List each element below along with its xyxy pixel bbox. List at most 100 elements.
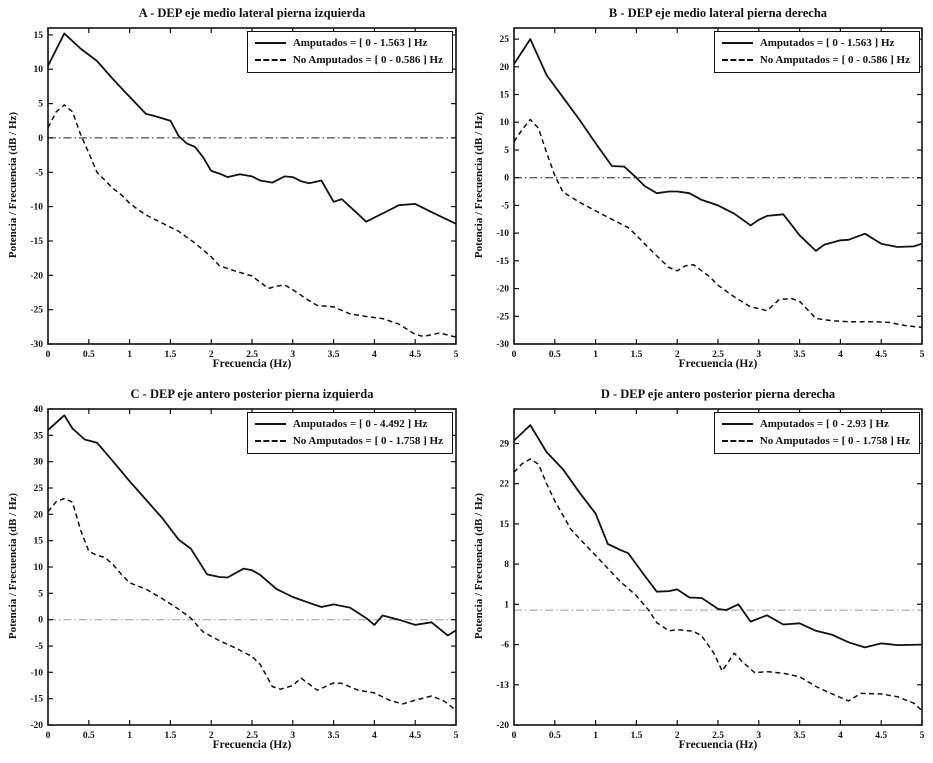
plot-area-b: 0 0.5 1 1.5 2 2.5 3 3.5 4 4.5 5 25 20 15 10 5 0 -5 -10 -15 -… bbox=[496, 27, 925, 360]
y-tick-label: 20 bbox=[34, 510, 44, 520]
x-tick-label: 0 bbox=[46, 350, 51, 360]
chart-title-b: B - DEP eje medio lateral pierna derecha bbox=[608, 6, 828, 20]
chart-title-a: A - DEP eje medio lateral pierna izquier… bbox=[138, 6, 366, 20]
series-line-no-amputados bbox=[513, 118, 923, 329]
series-line-amputados bbox=[47, 32, 457, 225]
x-tick-label: 2.5 bbox=[712, 731, 724, 741]
solid-line-swatch bbox=[721, 423, 753, 425]
legend-label: Amputados = [ 0 - 2.93 ] Hz bbox=[759, 418, 889, 430]
x-tick-label: 2.5 bbox=[246, 350, 258, 360]
x-tick-label: 0.5 bbox=[83, 350, 95, 360]
series-line-no-amputados bbox=[47, 104, 457, 338]
x-tick-label: 1 bbox=[127, 731, 132, 741]
legend-label: No Amputados = [ 0 - 1.758 ] Hz bbox=[759, 435, 910, 447]
x-tick-label: 2.5 bbox=[712, 350, 724, 360]
y-tick-label: -20 bbox=[30, 721, 43, 731]
chart-title-c: C - DEP eje antero posterior pierna izqu… bbox=[130, 387, 374, 401]
y-tick-label: -30 bbox=[496, 340, 509, 350]
x-tick-label: 0.5 bbox=[83, 731, 95, 741]
y-tick-label: -5 bbox=[35, 642, 43, 652]
x-tick-label: 5 bbox=[454, 350, 459, 360]
legend-c: Amputados = [ 0 - 4.492 ] Hz No Amputado… bbox=[246, 412, 453, 454]
series-line-no-amputados bbox=[513, 458, 923, 712]
x-tick-label: 4 bbox=[838, 350, 843, 360]
y-tick-label: -25 bbox=[30, 306, 43, 316]
y-tick-label: 5 bbox=[38, 100, 43, 110]
y-tick-label: 15 bbox=[500, 91, 510, 101]
y-tick-label: 10 bbox=[500, 118, 510, 128]
solid-line-swatch bbox=[721, 42, 753, 44]
legend-label: Amputados = [ 0 - 1.563 ] Hz bbox=[292, 37, 428, 49]
legend-entry-amputados: Amputados = [ 0 - 1.563 ] Hz bbox=[721, 35, 910, 51]
dashed-line-swatch bbox=[721, 440, 753, 442]
y-tick-label: -10 bbox=[30, 203, 43, 213]
legend-entry-no-amputados: No Amputados = [ 0 - 1.758 ] Hz bbox=[721, 433, 910, 449]
x-tick-label: 3.5 bbox=[328, 731, 340, 741]
legend-a: Amputados = [ 0 - 1.563 ] Hz No Amputado… bbox=[246, 31, 453, 73]
y-axis-label-b: Potencia / Frecuencia (dB / Hz) bbox=[473, 111, 485, 259]
y-tick-label: 22 bbox=[500, 480, 510, 490]
y-tick-label: 25 bbox=[34, 484, 44, 494]
chart-panel-a: 0 0.5 1 1.5 2 2.5 3 3.5 4 4.5 5 15 10 5 0 -5 -10 -15 -20 -2… bbox=[0, 0, 466, 381]
legend-entry-amputados: Amputados = [ 0 - 1.563 ] Hz bbox=[254, 35, 443, 51]
y-tick-label: -6 bbox=[501, 641, 509, 651]
legend-entry-no-amputados: No Amputados = [ 0 - 1.758 ] Hz bbox=[254, 433, 443, 449]
x-axis-label-c: Frecuencia (Hz) bbox=[212, 739, 292, 751]
x-tick-label: 3 bbox=[756, 731, 761, 741]
x-axis-label-a: Frecuencia (Hz) bbox=[212, 358, 292, 370]
plot-area-c: 0 0.5 1 1.5 2 2.5 3 3.5 4 4.5 5 40 35 30 25 20 15 10 5 0 -5 -… bbox=[30, 405, 459, 741]
series-line-amputados bbox=[47, 414, 457, 637]
chart-title-d: D - DEP eje antero posterior pierna dere… bbox=[600, 387, 836, 401]
x-tick-label: 5 bbox=[920, 731, 925, 741]
plot-area-d: 0 0.5 1 1.5 2 2.5 3 3.5 4 4.5 5 29 22 15 8 1 -6 -13 -20 bbox=[496, 408, 925, 741]
x-tick-label: 0.5 bbox=[549, 350, 561, 360]
solid-line-swatch bbox=[254, 42, 286, 44]
x-tick-label: 3.5 bbox=[328, 350, 340, 360]
x-tick-label: 1 bbox=[593, 731, 598, 741]
y-tick-label: -20 bbox=[496, 721, 509, 731]
y-axis-label-a: Potencia / Frecuencia (dB / Hz) bbox=[7, 111, 19, 259]
y-tick-label: 1 bbox=[504, 600, 509, 610]
y-tick-label: 40 bbox=[34, 405, 44, 415]
x-tick-label: 2 bbox=[209, 731, 214, 741]
x-tick-label: 4 bbox=[838, 731, 843, 741]
solid-line-swatch bbox=[254, 423, 286, 425]
x-tick-label: 1.5 bbox=[630, 350, 642, 360]
x-tick-label: 3.5 bbox=[794, 731, 806, 741]
plot-area-a: 0 0.5 1 1.5 2 2.5 3 3.5 4 4.5 5 15 10 5 0 -5 -10 -15 -20 -2… bbox=[30, 27, 459, 360]
x-tick-label: 3 bbox=[290, 350, 295, 360]
x-tick-label: 4 bbox=[372, 350, 377, 360]
x-tick-label: 2 bbox=[209, 350, 214, 360]
y-tick-label: -15 bbox=[30, 695, 43, 705]
legend-entry-no-amputados: No Amputados = [ 0 - 0.586 ] Hz bbox=[254, 52, 443, 68]
x-tick-label: 4.5 bbox=[409, 350, 421, 360]
x-tick-label: 4.5 bbox=[875, 731, 887, 741]
y-tick-label: 25 bbox=[500, 35, 510, 45]
x-tick-label: 5 bbox=[920, 350, 925, 360]
y-tick-label: 0 bbox=[38, 134, 43, 144]
y-tick-label: 0 bbox=[504, 174, 509, 184]
x-tick-label: 5 bbox=[454, 731, 459, 741]
y-axis-label-c: Potencia / Frecuencia (dB / Hz) bbox=[7, 492, 19, 640]
y-tick-label: -5 bbox=[501, 201, 509, 211]
legend-b: Amputados = [ 0 - 1.563 ] Hz No Amputado… bbox=[713, 31, 920, 73]
legend-label: No Amputados = [ 0 - 0.586 ] Hz bbox=[759, 54, 910, 66]
y-tick-label: -15 bbox=[30, 237, 43, 247]
legend-entry-no-amputados: No Amputados = [ 0 - 0.586 ] Hz bbox=[721, 52, 910, 68]
legend-label: No Amputados = [ 0 - 0.586 ] Hz bbox=[292, 54, 443, 66]
dashed-line-swatch bbox=[254, 59, 286, 61]
y-tick-label: -10 bbox=[30, 668, 43, 678]
legend-d: Amputados = [ 0 - 2.93 ] Hz No Amputados… bbox=[713, 412, 920, 454]
y-tick-label: 10 bbox=[34, 65, 44, 75]
y-tick-label: 20 bbox=[500, 63, 510, 73]
legend-label: Amputados = [ 0 - 4.492 ] Hz bbox=[292, 418, 428, 430]
y-axis-label-d: Potencia / Frecuencia (dB / Hz) bbox=[473, 492, 485, 640]
y-tick-label: 10 bbox=[34, 563, 44, 573]
plot-frame bbox=[513, 408, 923, 726]
x-tick-label: 0.5 bbox=[549, 731, 561, 741]
y-tick-label: 15 bbox=[500, 520, 510, 530]
y-tick-label: 0 bbox=[38, 616, 43, 626]
y-tick-label: -25 bbox=[496, 312, 509, 322]
legend-label: No Amputados = [ 0 - 1.758 ] Hz bbox=[292, 435, 443, 447]
x-tick-label: 0 bbox=[512, 350, 517, 360]
